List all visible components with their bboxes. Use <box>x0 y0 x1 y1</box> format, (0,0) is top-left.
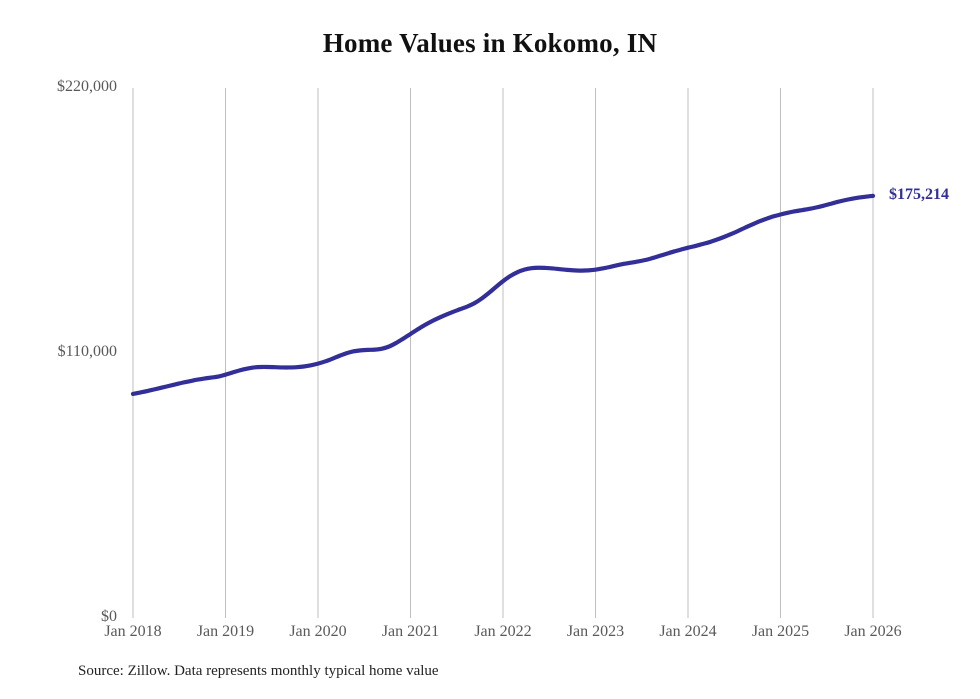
source-note: Source: Zillow. Data represents monthly … <box>78 663 439 679</box>
x-axis-tick-label: Jan 2024 <box>659 623 717 640</box>
x-axis-tick-label: Jan 2025 <box>751 623 810 640</box>
x-axis-tick-label: Jan 2023 <box>566 623 625 640</box>
x-axis-tick-label: Jan 2019 <box>196 623 255 640</box>
x-axis-tick-label: Jan 2022 <box>474 623 532 640</box>
home-value-line <box>130 193 876 397</box>
y-axis-tick-label: $110,000 <box>57 343 117 360</box>
y-axis-tick-label: $0 <box>101 608 117 625</box>
x-axis-tick-label: Jan 2018 <box>104 623 162 640</box>
x-axis-tick-label: Jan 2021 <box>381 623 440 640</box>
chart-title: Home Values in Kokomo, IN <box>322 28 658 58</box>
y-axis-tick-label: $220,000 <box>57 78 117 95</box>
gridlines <box>132 88 874 618</box>
x-axis-tick-label: Jan 2020 <box>289 623 347 640</box>
end-value-annotation: $175,214 <box>889 185 949 203</box>
x-axis-tick-label: Jan 2026 <box>844 623 902 640</box>
